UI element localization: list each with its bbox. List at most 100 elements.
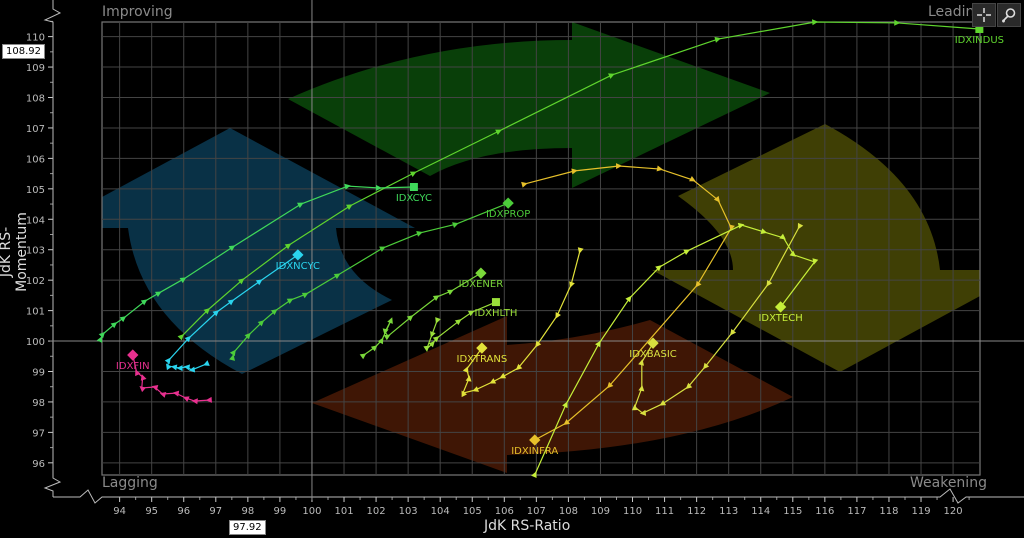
tail-line — [232, 202, 509, 358]
tail-point — [555, 311, 561, 319]
y-cursor-readout: 108.92 — [2, 44, 45, 59]
tail-point — [257, 320, 265, 327]
tail-point — [188, 366, 196, 373]
tail-point — [333, 273, 341, 280]
tail-point — [760, 228, 768, 235]
x-axis-line — [53, 488, 1024, 504]
improving-arrow — [102, 128, 415, 374]
tail-point — [244, 332, 251, 340]
series-label: IDXTRANS — [457, 354, 508, 365]
tail-point — [703, 362, 710, 370]
tail-idxncyc: IDXNCYC — [164, 249, 320, 373]
y-tick-label: 97 — [32, 428, 45, 439]
y-tick-label: 102 — [26, 276, 45, 287]
tail-point — [729, 224, 735, 232]
axes: 94 95 96 97 98 99 100 101 102 103 104 105 106 107 108 1… — [26, 0, 1024, 517]
tail-point — [607, 381, 614, 389]
tail-point — [228, 245, 236, 252]
series-label: IDXBASIC — [629, 349, 676, 360]
tail-point — [489, 378, 497, 384]
tail-idxtrans: IDXTRANS — [457, 247, 584, 398]
tail-point — [894, 19, 901, 26]
tail-point — [229, 349, 236, 357]
tail-point — [179, 277, 187, 284]
tail-line — [534, 224, 816, 475]
tail-idxbasic: IDXBASIC — [629, 222, 804, 416]
y-tick-label: 100 — [26, 337, 45, 348]
tail-point — [176, 365, 183, 372]
y-tick-label: 108 — [26, 94, 45, 105]
tail-point — [563, 419, 571, 426]
zoom-in-icon — [1002, 8, 1016, 23]
head-marker — [127, 349, 139, 361]
x-tick-label: 102 — [367, 506, 386, 517]
tail-point — [140, 299, 148, 306]
series-label: IDXFIN — [116, 361, 150, 372]
tail-point — [432, 336, 440, 343]
x-tick-label: 120 — [944, 506, 963, 517]
series-label: IDXPROP — [486, 209, 530, 220]
tail-point — [766, 279, 773, 287]
tail-point — [383, 334, 391, 341]
y-tick-label: 105 — [26, 185, 45, 196]
crosshair-button[interactable] — [972, 3, 996, 27]
tail-point — [375, 184, 382, 191]
tail-idxener: IDXENER — [359, 267, 503, 360]
tail-point — [237, 278, 245, 285]
series-label: IDXNCYC — [276, 261, 320, 272]
head-marker — [409, 183, 418, 192]
head-marker — [774, 301, 787, 313]
quadrant-label-weakening: Weakening — [910, 475, 987, 491]
tail-point — [140, 374, 147, 381]
tail-point — [119, 316, 127, 323]
tail-point — [689, 175, 696, 182]
tail-point — [467, 310, 475, 317]
tail-point — [151, 384, 159, 391]
x-tick-label: 115 — [783, 506, 802, 517]
tail-point — [154, 291, 162, 298]
tail-point — [465, 375, 472, 382]
head-marker — [292, 249, 304, 261]
x-tick-label: 118 — [879, 506, 898, 517]
tail-point — [203, 307, 210, 315]
x-tick-label: 113 — [719, 506, 738, 517]
tail-point — [191, 398, 198, 405]
x-tick-label: 111 — [655, 506, 674, 517]
tail-idxhlth: IDXHLTH — [423, 298, 517, 352]
tail-point — [170, 364, 178, 371]
tail-point — [406, 315, 414, 322]
y-tick-label: 99 — [32, 367, 45, 378]
tail-point — [535, 340, 542, 348]
tail-idxtech: IDXTECH — [531, 222, 819, 479]
tail-point — [683, 249, 691, 255]
tail-point — [382, 328, 389, 335]
y-tick-label: 101 — [26, 307, 45, 318]
tail-point — [615, 163, 623, 170]
tail-point — [495, 129, 502, 136]
tail-point — [270, 309, 278, 316]
tail-point — [655, 265, 662, 272]
tail-point — [370, 345, 378, 352]
tail-point — [571, 168, 578, 175]
tail-point — [608, 73, 615, 79]
tail-point — [346, 204, 353, 210]
x-tick-label: 109 — [591, 506, 610, 517]
tail-point — [631, 404, 638, 411]
zoom-button[interactable] — [997, 3, 1021, 27]
x-tick-label: 103 — [399, 506, 418, 517]
x-tick-label: 105 — [463, 506, 482, 517]
tail-point — [695, 280, 702, 288]
tail-point — [779, 233, 786, 240]
y-axis-line — [43, 0, 62, 497]
x-tick-label: 114 — [751, 506, 770, 517]
tail-point — [428, 340, 435, 348]
tail-point — [182, 396, 190, 402]
tail-point — [229, 354, 235, 361]
x-axis-title: JdK RS-Ratio — [484, 518, 571, 534]
crosshair-icon — [977, 8, 991, 22]
series-layer: IDXINDUS IDXCYC IDXPROP IDXNCYC IDXFIN IDXENE… — [96, 19, 1004, 479]
head-marker — [476, 342, 488, 354]
x-tick-label: 101 — [334, 506, 353, 517]
tail-point — [159, 391, 167, 398]
